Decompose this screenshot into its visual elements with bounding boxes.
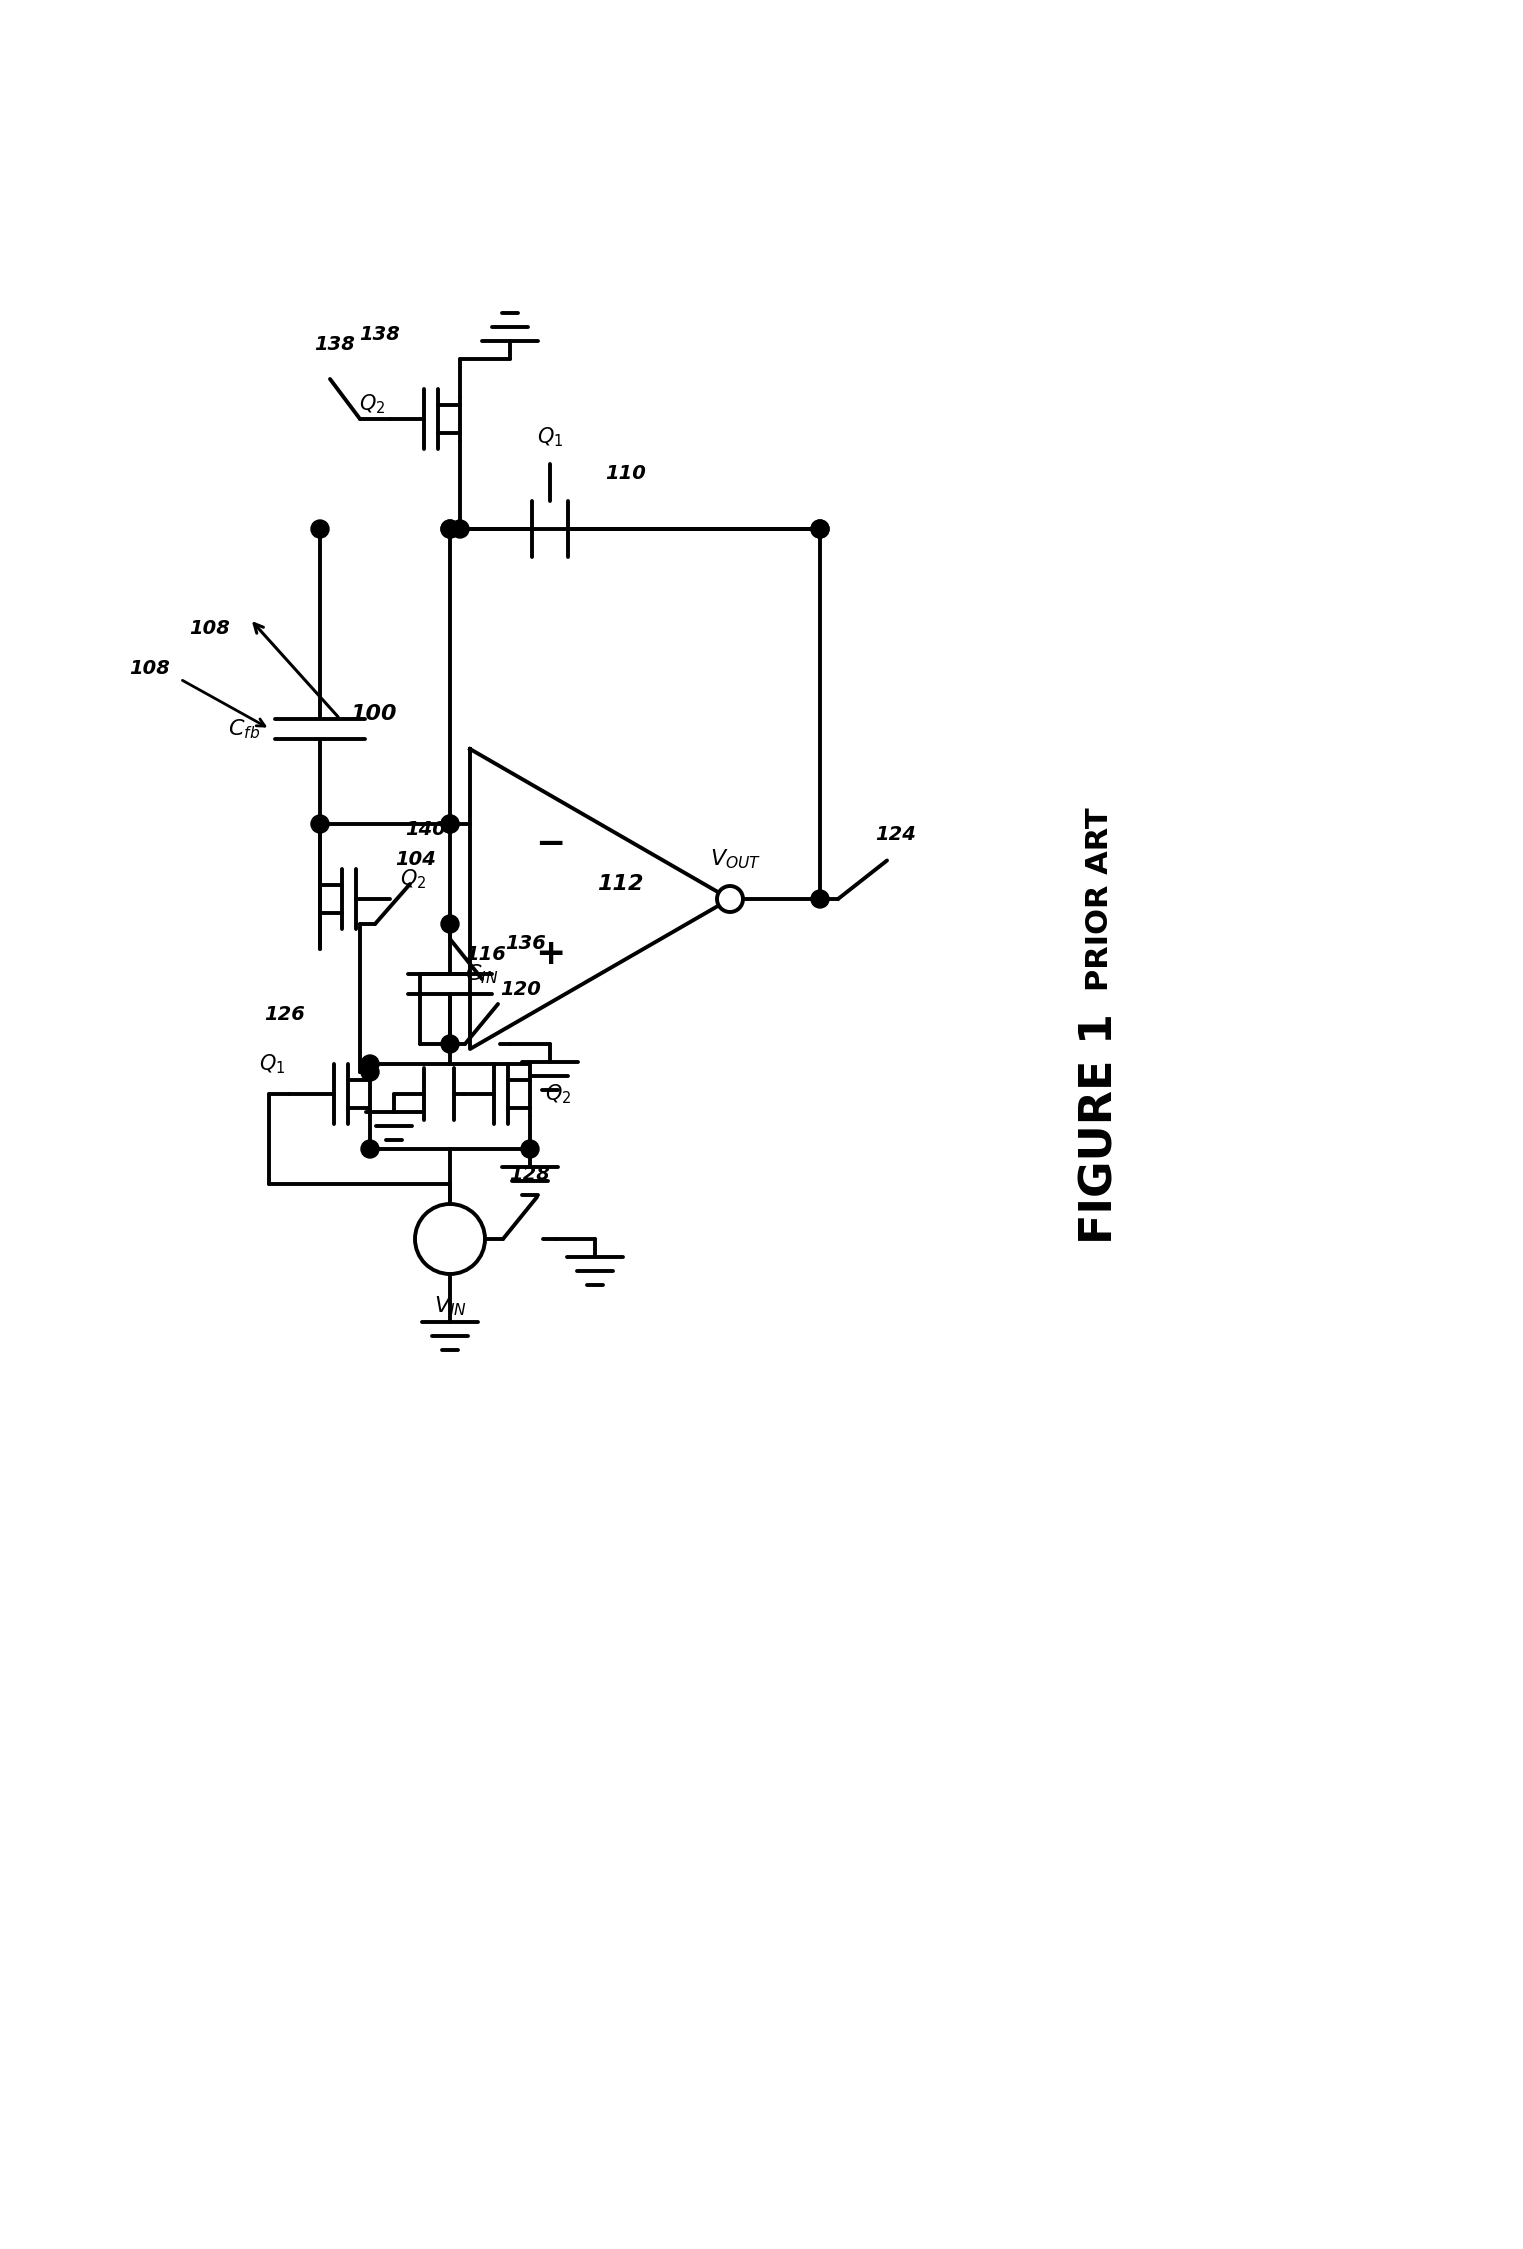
Circle shape [812,520,829,538]
Text: 138: 138 [315,335,355,353]
Text: +: + [535,938,565,972]
Text: $Q_2$: $Q_2$ [401,868,426,891]
Circle shape [361,1064,379,1082]
Circle shape [812,891,829,909]
Circle shape [414,1203,484,1273]
Circle shape [361,1055,379,1073]
Text: 104: 104 [394,850,436,868]
Circle shape [311,814,329,832]
Text: 136: 136 [506,936,545,954]
Circle shape [442,915,458,933]
Text: $C_{IN}$: $C_{IN}$ [465,963,498,985]
Text: 108: 108 [189,618,230,639]
Text: 126: 126 [263,1005,305,1023]
Text: 108: 108 [129,659,171,679]
Text: $C_{fb}$: $C_{fb}$ [228,717,260,740]
Circle shape [311,520,329,538]
Text: 124: 124 [876,825,915,843]
Text: $V_{OUT}$: $V_{OUT}$ [710,848,762,870]
Circle shape [442,1035,458,1053]
Circle shape [442,814,458,832]
Text: 120: 120 [500,981,541,999]
Circle shape [451,520,469,538]
Text: 140: 140 [405,821,446,839]
Circle shape [442,520,458,538]
Text: $Q_2$: $Q_2$ [545,1082,571,1107]
Circle shape [521,1140,539,1158]
Circle shape [361,1140,379,1158]
Text: 112: 112 [597,875,643,895]
Text: $Q_1$: $Q_1$ [536,425,564,450]
Text: $Q_2$: $Q_2$ [359,391,385,416]
Circle shape [717,886,743,913]
Text: 116: 116 [465,945,506,963]
Circle shape [812,520,829,538]
Circle shape [442,520,458,538]
Text: −: − [535,828,565,861]
Text: 138: 138 [359,326,401,344]
Text: 128: 128 [510,1165,550,1183]
Text: 110: 110 [605,466,646,484]
Circle shape [442,814,458,832]
Text: 100: 100 [350,704,396,724]
Text: FIGURE 1: FIGURE 1 [1078,1014,1121,1244]
Text: $Q_1$: $Q_1$ [259,1053,285,1075]
Text: PRIOR ART: PRIOR ART [1086,807,1115,992]
Text: $V_{IN}$: $V_{IN}$ [434,1293,466,1318]
